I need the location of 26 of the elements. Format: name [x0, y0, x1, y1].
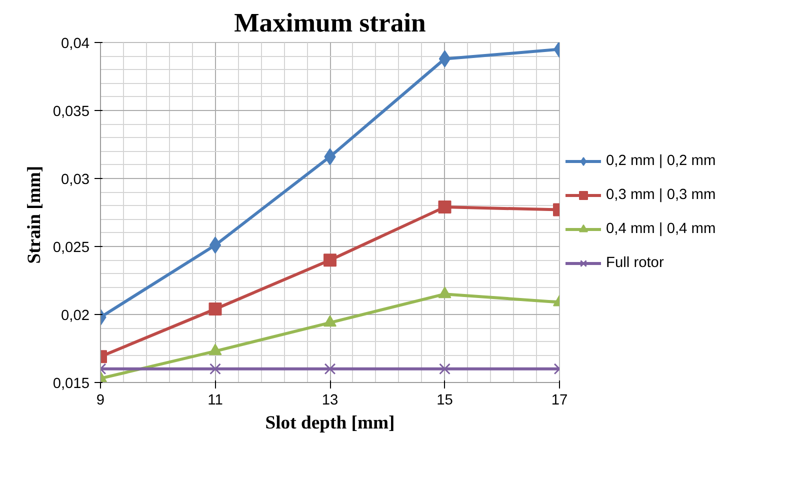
point	[324, 254, 336, 267]
point	[439, 363, 450, 375]
y-tick-label: 0,025	[52, 240, 90, 256]
x-tick-label: 15	[436, 392, 453, 408]
legend-label: Full rotor	[606, 255, 664, 271]
chart-title: Maximum strain	[234, 8, 426, 38]
x-axis-title: Slot depth [mm]	[265, 412, 395, 434]
point	[210, 363, 221, 375]
y-tick-label: 0,04	[60, 36, 90, 52]
point	[438, 200, 452, 214]
y-axis-title: Strain [mm]	[24, 166, 45, 264]
x-tick-label: 17	[551, 392, 568, 408]
legend-label: 0,2 mm | 0,2 mm	[606, 153, 716, 169]
point	[209, 236, 222, 254]
legend-label: 0,4 mm | 0,4 mm	[606, 221, 716, 237]
x-tick-label: 11	[208, 392, 223, 408]
x-tick-label: 13	[322, 392, 338, 408]
y-tick-label: 0,015	[52, 376, 90, 392]
x-tick-label: 9	[96, 392, 105, 408]
y-tick-label: 0,03	[60, 172, 90, 188]
point	[324, 363, 336, 375]
legend-label: 0,3 mm | 0,3 mm	[606, 187, 716, 203]
y-tick-label: 0,035	[52, 104, 90, 120]
point	[208, 302, 222, 316]
y-tick-label: 0,02	[60, 308, 90, 324]
point	[438, 50, 451, 68]
